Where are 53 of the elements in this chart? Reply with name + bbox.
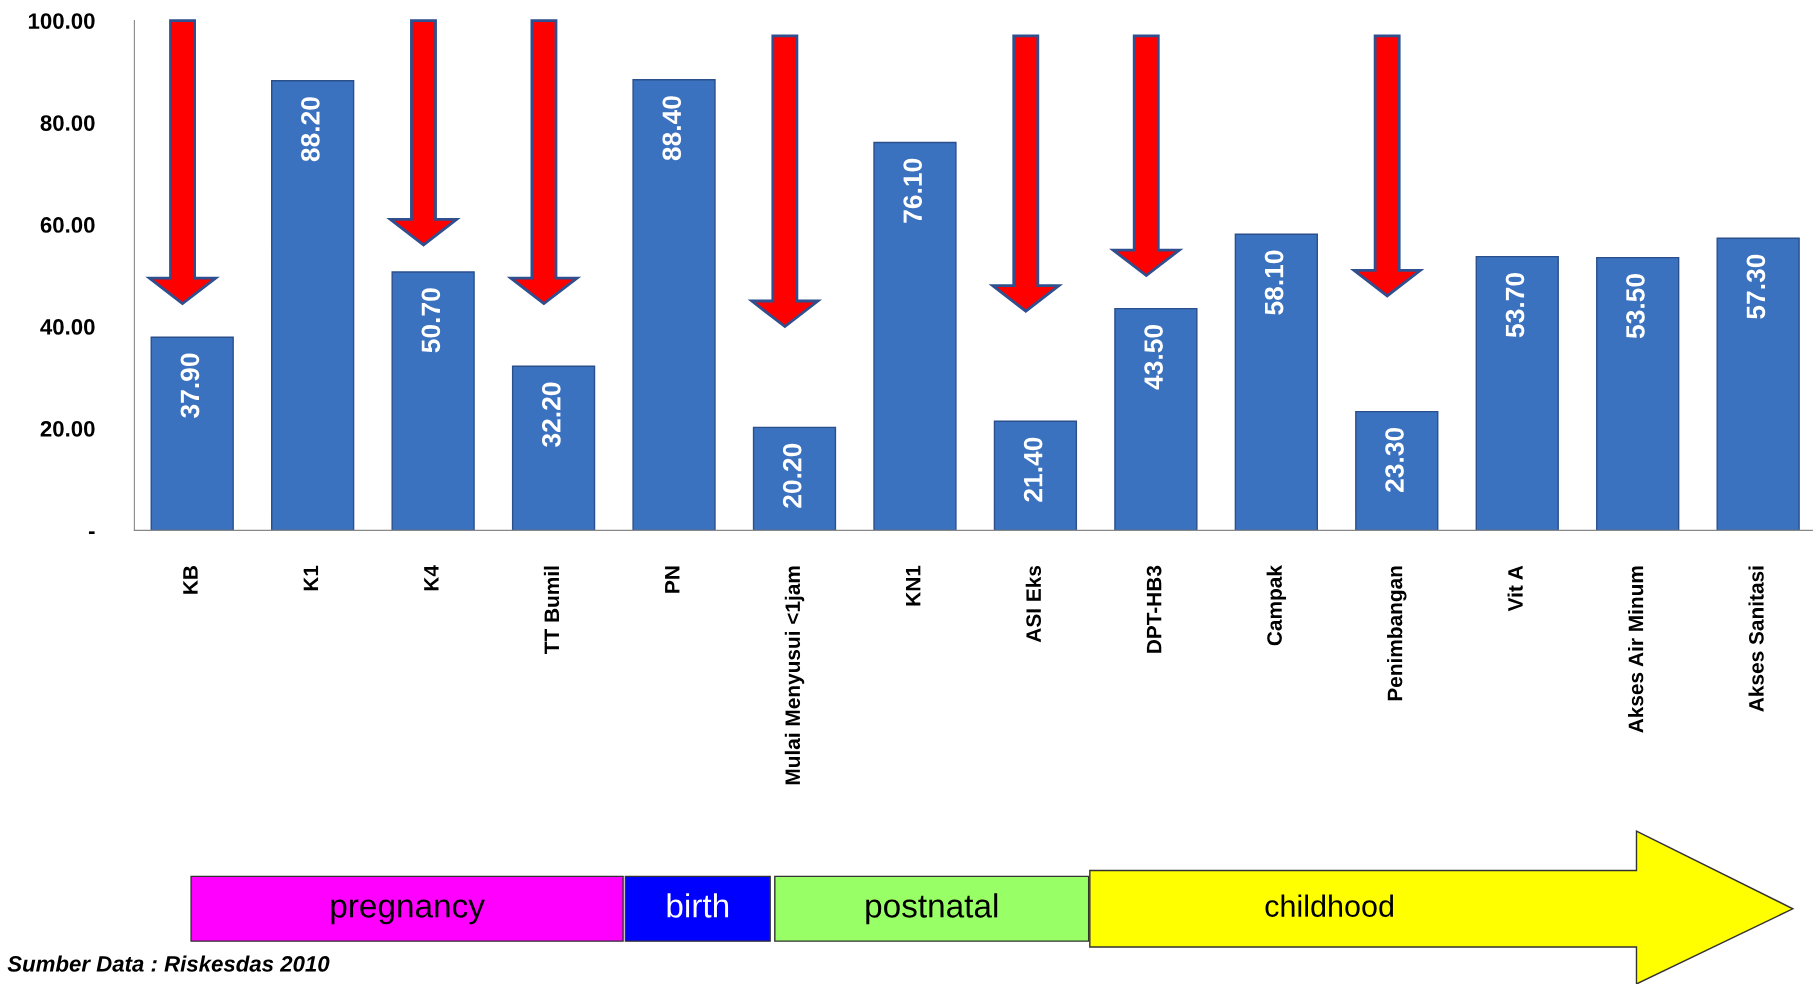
text: birth <box>667 893 729 918</box>
x-tick-label: Akses Sanitasi <box>1748 566 1764 712</box>
x-tick-label: Penimbangan <box>1387 566 1407 701</box>
bar <box>1234 233 1318 531</box>
bar <box>1716 237 1800 531</box>
x-tick-label: ASI Eks <box>1025 565 1041 643</box>
bar <box>632 79 716 531</box>
text: postnatal <box>866 893 998 925</box>
bar <box>1475 255 1559 531</box>
data-label: 88.40 <box>662 96 682 161</box>
bar <box>993 420 1078 531</box>
data-label: 53.70 <box>1505 273 1525 338</box>
data-label: 23.30 <box>1385 427 1404 493</box>
bar <box>1596 256 1680 531</box>
bar <box>873 141 957 531</box>
x-tick-label: Campak <box>1266 565 1287 646</box>
data-label: 58.10 <box>1264 250 1284 315</box>
x-tick-label: KB <box>183 566 198 594</box>
text: childhood <box>1265 894 1394 917</box>
x-tick-label: Mulai Menyusui <1jam <box>784 566 805 785</box>
y-tick-label: 80.00 <box>40 115 95 131</box>
bar <box>511 365 596 531</box>
y-tick-label: 60.00 <box>40 217 95 233</box>
x-tick-label: Akses Air Minum <box>1627 566 1644 733</box>
text: Sumber Data : Riskesdas 2010 <box>7 955 330 972</box>
data-label: 50.70 <box>421 288 441 353</box>
bar <box>1114 307 1198 531</box>
bar <box>391 271 475 531</box>
data-label: 57.30 <box>1746 254 1766 319</box>
bar <box>1355 410 1439 531</box>
text: pregnancy <box>331 899 485 925</box>
data-label: 43.50 <box>1144 325 1163 390</box>
bar <box>752 426 837 531</box>
y-tick-label: - <box>88 531 95 534</box>
data-label: 32.20 <box>541 382 561 447</box>
data-label: 53.50 <box>1626 274 1645 339</box>
y-tick-label: 20.00 <box>40 420 95 437</box>
bar <box>150 336 234 531</box>
data-label: 20.20 <box>782 443 802 508</box>
x-tick-label: DPT-HB3 <box>1146 565 1162 653</box>
data-label: 37.90 <box>180 353 200 418</box>
data-label: 76.10 <box>903 158 923 223</box>
y-tick-label: 40.00 <box>40 319 95 335</box>
x-tick-label: TT Bumil <box>543 566 560 654</box>
bar <box>271 80 355 531</box>
x-tick-label: KN1 <box>906 565 921 606</box>
y-tick-label: 100.00 <box>28 13 95 29</box>
data-label: 21.40 <box>1023 437 1043 502</box>
x-tick-label: K4 <box>424 565 439 591</box>
x-tick-label: Vit A <box>1507 565 1523 612</box>
x-tick-label: K1 <box>303 565 319 591</box>
x-tick-label: PN <box>665 566 680 593</box>
data-label: 88.20 <box>301 97 320 162</box>
